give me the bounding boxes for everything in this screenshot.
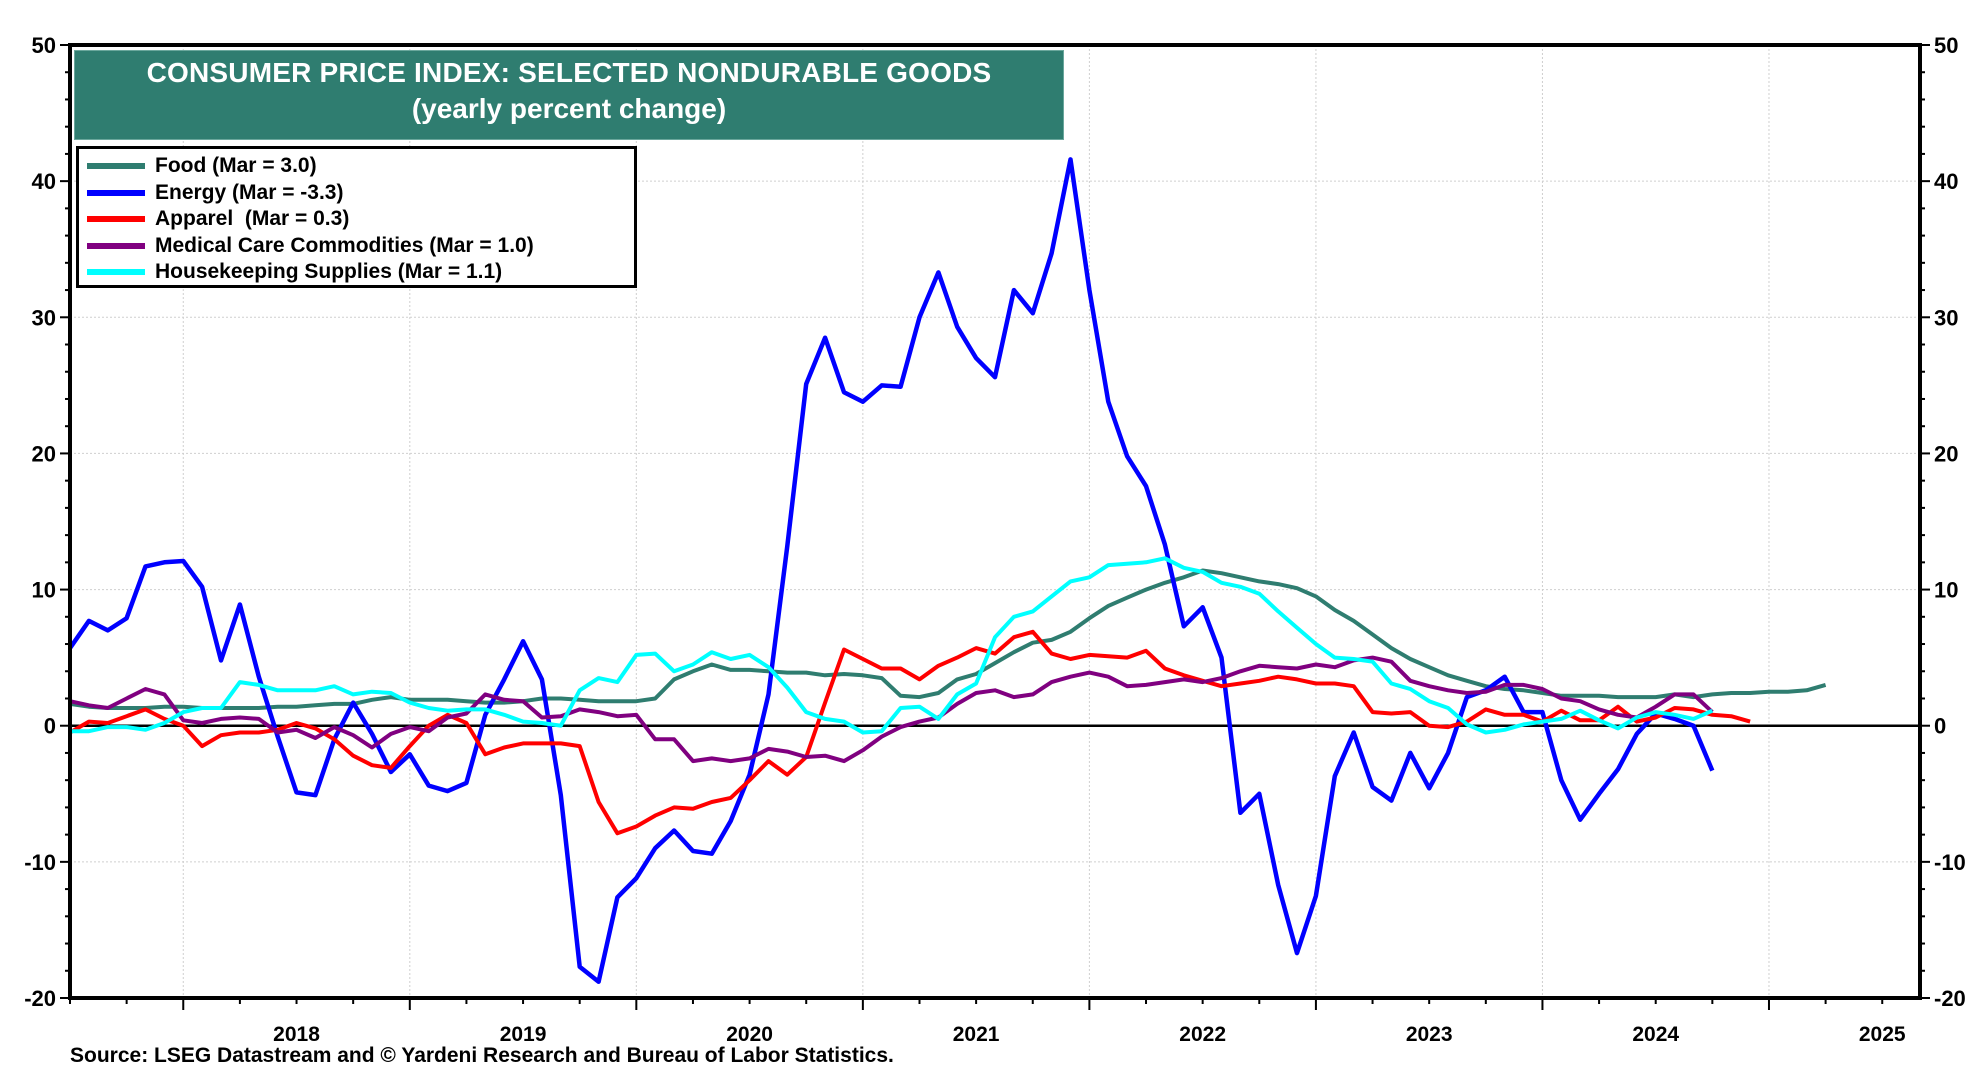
legend-label-energy: Energy (Mar = -3.3) xyxy=(155,180,344,204)
legend-swatch-apparel xyxy=(87,216,145,223)
legend: Food (Mar = 3.0) Energy (Mar = -3.3) App… xyxy=(76,146,637,288)
left-y-axis: 50 40 30 20 10 0 -10 -20 xyxy=(24,33,70,1011)
x-axis: 2018 2019 2020 2021 2022 2023 2024 2025 xyxy=(69,998,1906,1046)
y-tick-label-right: -20 xyxy=(1934,986,1966,1011)
y-tick-label-left: 20 xyxy=(32,441,56,466)
y-tick-label-left: -20 xyxy=(24,986,56,1011)
legend-label-food: Food (Mar = 3.0) xyxy=(155,154,317,178)
x-tick-label: 2020 xyxy=(726,1023,773,1046)
x-tick-label: 2022 xyxy=(1179,1023,1226,1046)
y-tick-label-right: 50 xyxy=(1934,33,1958,58)
series-line-housekeeping-supplies xyxy=(70,556,1714,735)
y-tick-label-left: 30 xyxy=(32,305,56,330)
y-tick-label-left: -10 xyxy=(24,850,56,875)
x-tick-label: 2019 xyxy=(500,1023,547,1046)
legend-item-medical-care: Medical Care Commodities (Mar = 1.0) xyxy=(79,233,634,260)
y-tick-label-left: 10 xyxy=(32,578,56,603)
right-y-axis: 50 40 30 20 10 0 -10 -20 xyxy=(1920,33,1966,1011)
x-tick-label: 2023 xyxy=(1406,1023,1453,1046)
legend-item-apparel: Apparel (Mar = 0.3) xyxy=(79,206,634,233)
plot-border xyxy=(68,43,1922,1000)
legend-label-medical-care: Medical Care Commodities (Mar = 1.0) xyxy=(155,233,534,257)
legend-label-apparel: Apparel (Mar = 0.3) xyxy=(155,207,350,231)
y-tick-label-right: 20 xyxy=(1934,441,1958,466)
y-tick-label-left: 0 xyxy=(44,714,56,739)
chart-subtitle: (yearly percent change) xyxy=(411,93,727,124)
x-tick-label: 2021 xyxy=(953,1023,1000,1046)
legend-item-energy: Energy (Mar = -3.3) xyxy=(79,180,634,207)
source-note: Source: LSEG Datastream and © Yardeni Re… xyxy=(70,1044,894,1067)
y-tick-label-right: -10 xyxy=(1934,850,1966,875)
legend-swatch-housekeeping xyxy=(87,269,145,276)
series-line-apparel xyxy=(69,629,1751,836)
series-line-medical-care-commodities xyxy=(69,655,1714,764)
legend-swatch-medical-care xyxy=(87,242,145,249)
y-tick-label-right: 0 xyxy=(1934,714,1946,739)
x-tick-label: 2024 xyxy=(1632,1023,1679,1046)
series-line-energy xyxy=(68,157,1715,984)
legend-item-housekeeping: Housekeeping Supplies (Mar = 1.1) xyxy=(79,259,634,286)
chart-title: CONSUMER PRICE INDEX: SELECTED NONDURABL… xyxy=(146,57,992,88)
series-lines xyxy=(68,157,1827,984)
x-tick-label: 2018 xyxy=(273,1023,320,1046)
y-tick-label-left: 40 xyxy=(32,169,56,194)
plot-frame xyxy=(68,43,1922,1000)
legend-swatch-food xyxy=(87,163,145,170)
series-line-food xyxy=(69,568,1827,710)
grid-lines xyxy=(70,45,1920,998)
y-tick-label-left: 50 xyxy=(32,33,56,58)
y-tick-label-right: 40 xyxy=(1934,169,1958,194)
legend-item-food: Food (Mar = 3.0) xyxy=(79,153,634,180)
legend-swatch-energy xyxy=(87,189,145,196)
chart-title-box: CONSUMER PRICE INDEX: SELECTED NONDURABL… xyxy=(74,50,1064,140)
y-tick-label-right: 10 xyxy=(1934,578,1958,603)
x-tick-label: 2025 xyxy=(1859,1023,1906,1046)
y-tick-label-right: 30 xyxy=(1934,305,1958,330)
legend-label-housekeeping: Housekeeping Supplies (Mar = 1.1) xyxy=(155,260,503,284)
